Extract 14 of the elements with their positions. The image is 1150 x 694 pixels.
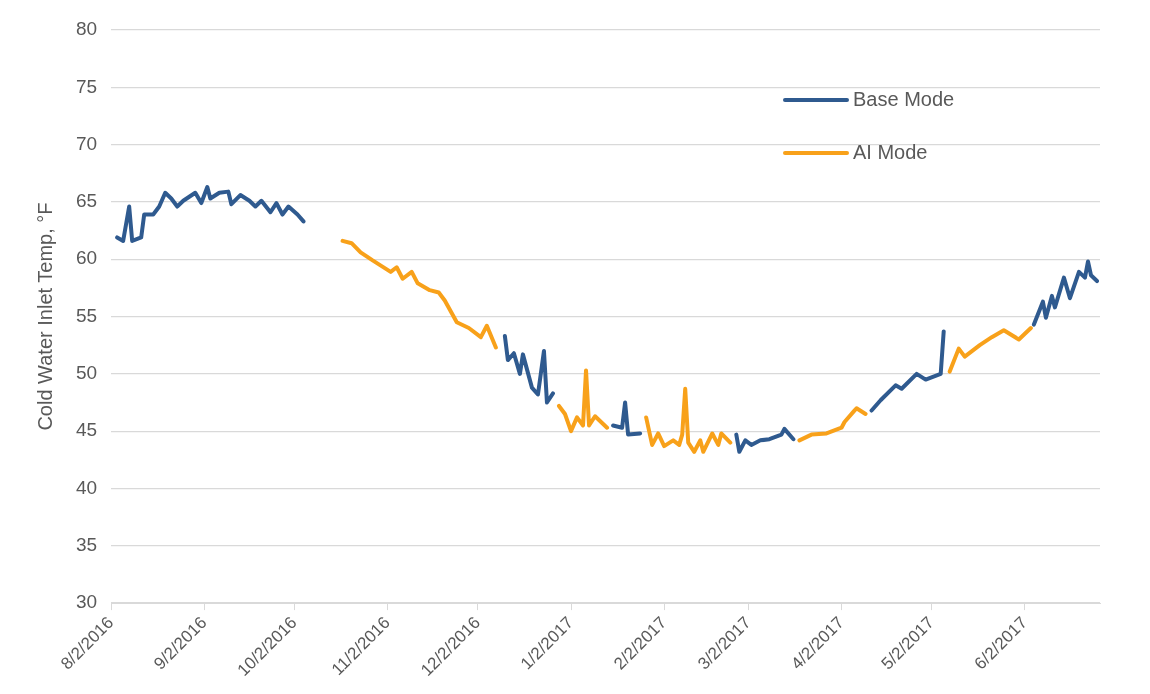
y-tick-label: 70 xyxy=(75,132,98,154)
y-tick-label: 65 xyxy=(75,190,98,212)
y-tick-label: 30 xyxy=(75,591,98,613)
y-tick-label: 75 xyxy=(75,75,98,97)
y-tick-label: 40 xyxy=(75,476,98,498)
y-tick-label: 35 xyxy=(75,534,98,556)
legend-label: AI Mode xyxy=(853,140,928,163)
y-tick-label: 80 xyxy=(75,18,98,40)
y-tick-label: 60 xyxy=(75,247,98,269)
y-tick-label: 45 xyxy=(75,419,98,441)
y-tick-label: 55 xyxy=(75,304,98,326)
legend-label: Base Mode xyxy=(853,87,955,110)
y-axis-title: Cold Water Inlet Temp, °F xyxy=(33,202,56,431)
y-tick-label: 50 xyxy=(75,362,98,384)
